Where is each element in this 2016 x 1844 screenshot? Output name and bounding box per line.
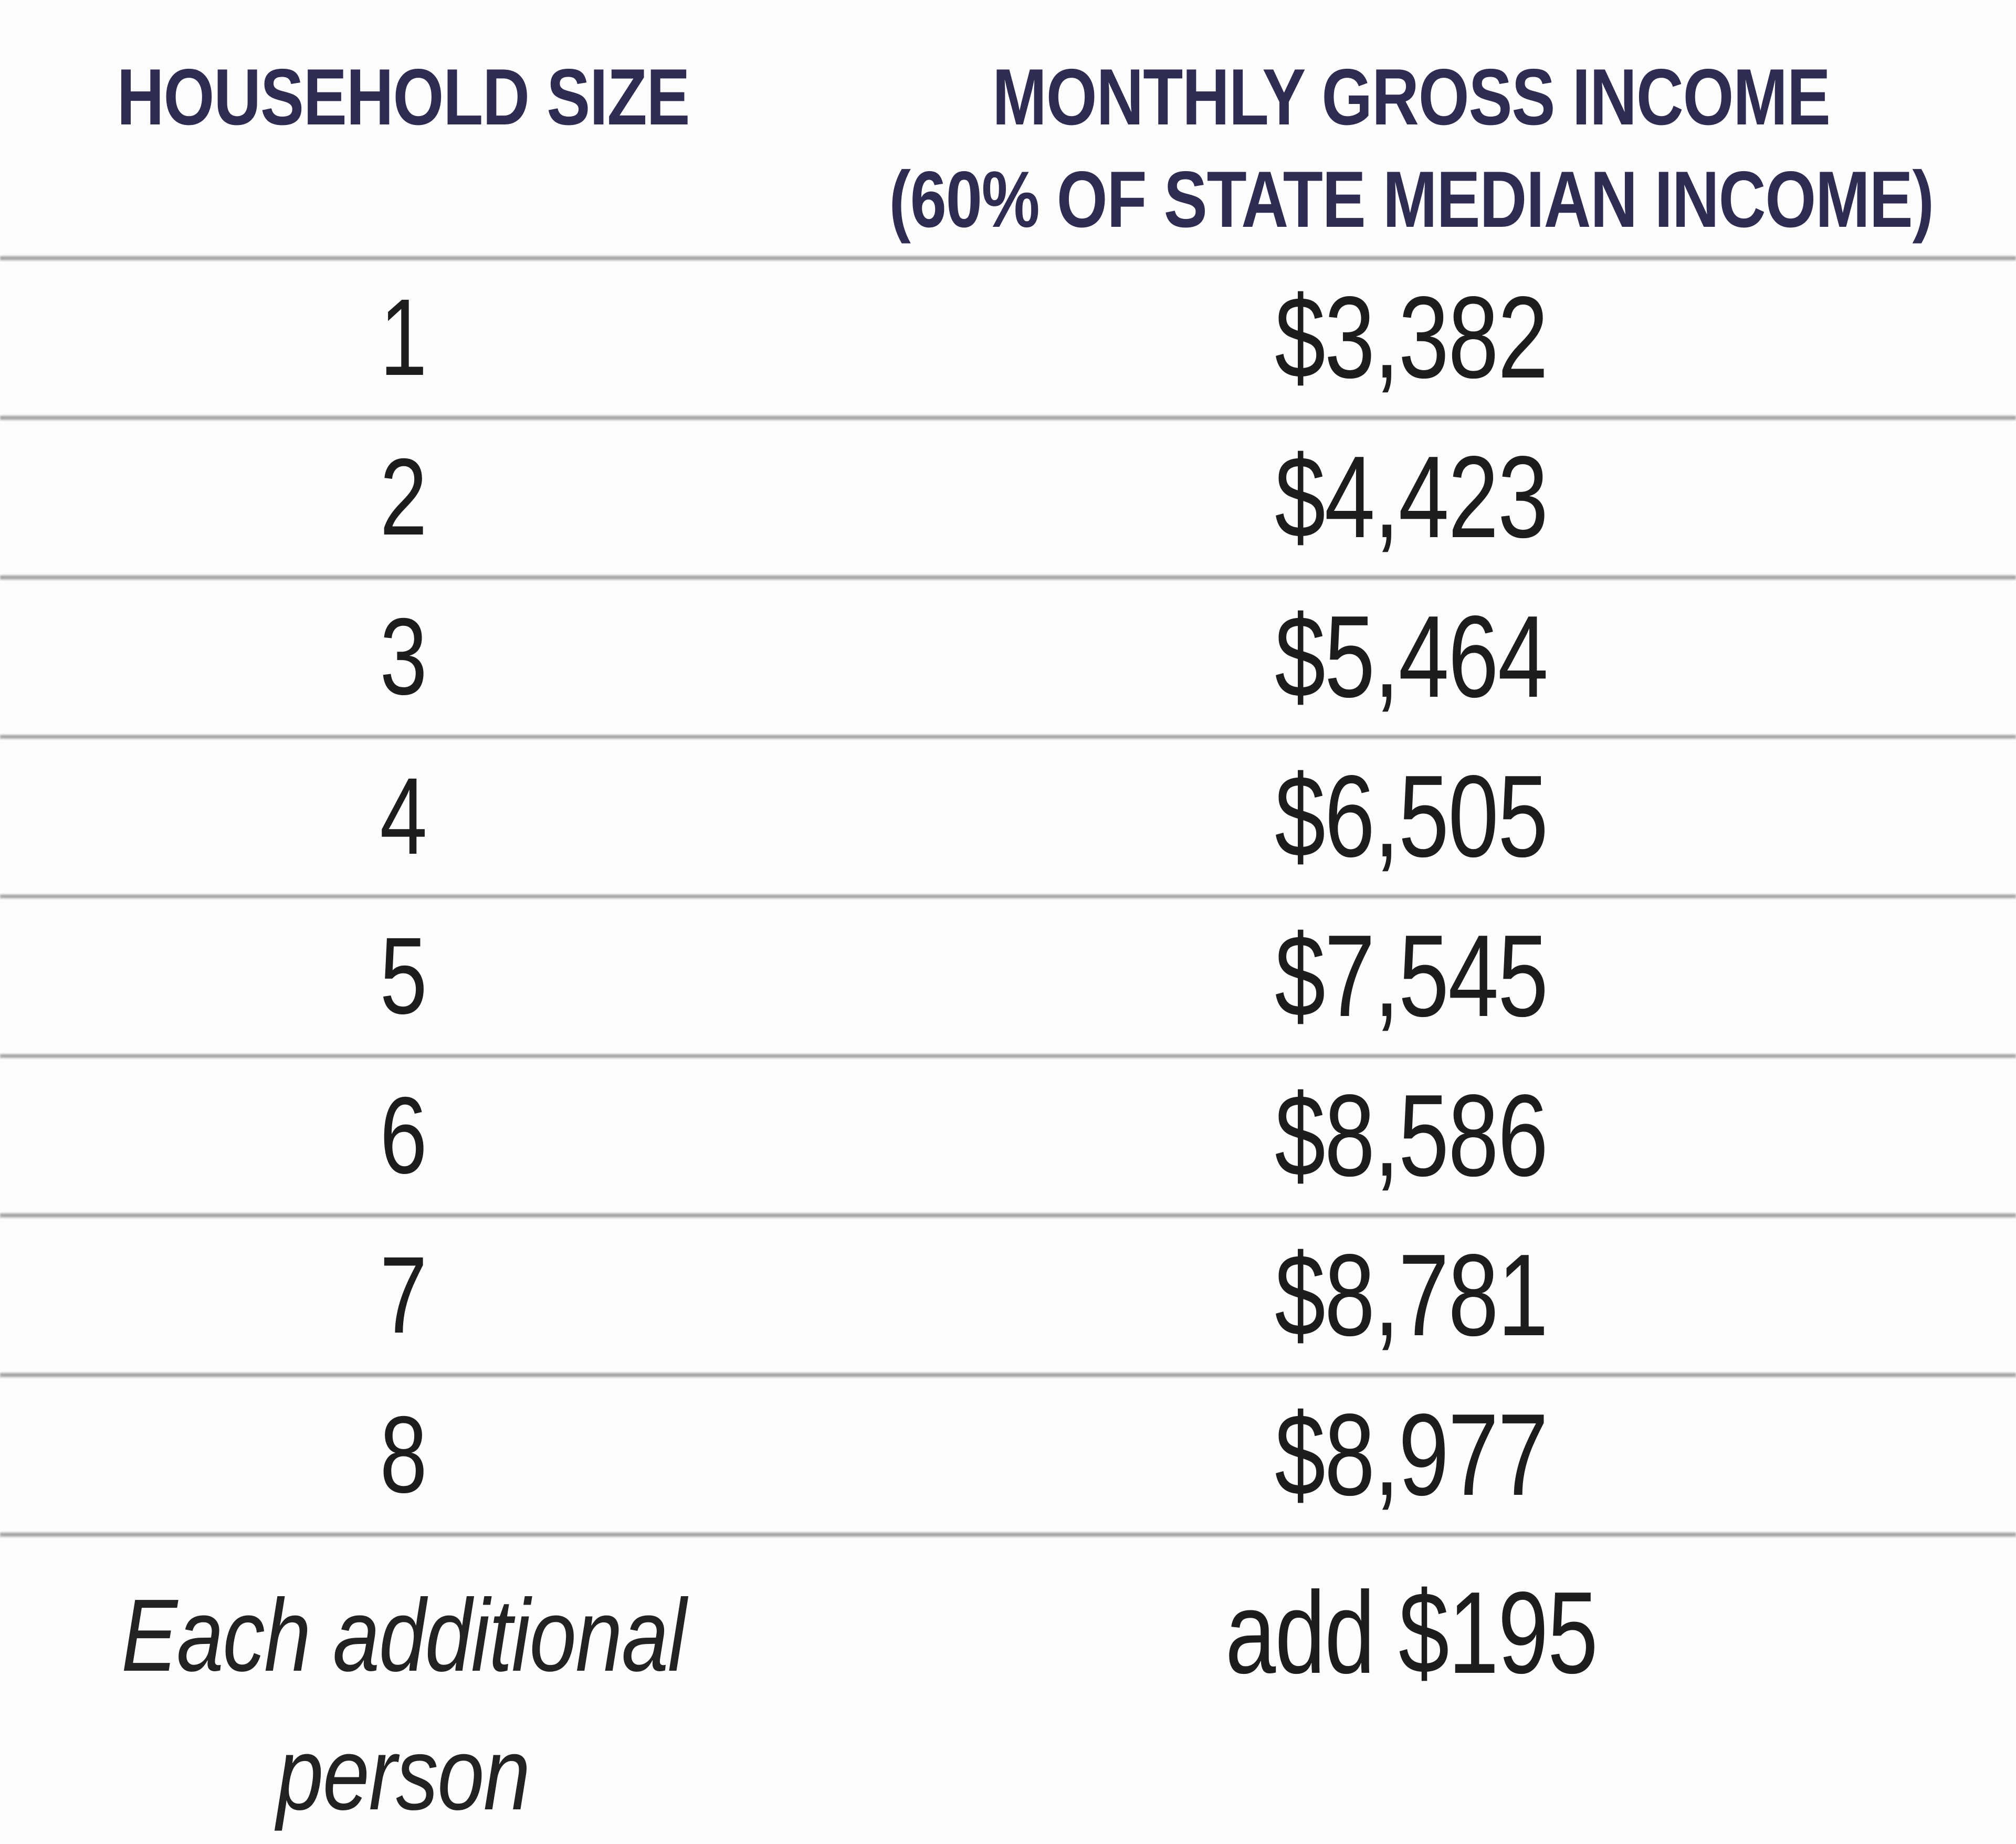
table-row: 3 $5,464	[0, 580, 2016, 735]
income-value: $3,382	[1275, 273, 1548, 403]
row-divider	[0, 574, 2016, 580]
household-size-cell: 5	[0, 899, 806, 1053]
household-size-cell: 1	[0, 261, 806, 415]
income-value: $5,464	[1275, 592, 1548, 722]
row-divider	[0, 256, 2016, 261]
income-value: $4,423	[1275, 432, 1548, 563]
income-value: $6,505	[1275, 751, 1548, 882]
household-size-value: 7	[380, 1234, 427, 1356]
income-value: $8,586	[1275, 1070, 1548, 1201]
row-divider	[0, 1213, 2016, 1219]
household-size-cell: 2	[0, 421, 806, 575]
row-divider	[0, 1053, 2016, 1059]
income-cell: $8,781	[806, 1218, 2016, 1372]
table-row: 2 $4,423	[0, 421, 2016, 575]
additional-income-cell: add $195	[806, 1537, 2016, 1844]
income-cell: $4,423	[806, 421, 2016, 575]
household-size-value: 6	[380, 1074, 427, 1197]
additional-income-value: add $195	[1225, 1567, 1598, 1698]
table-row: 6 $8,586	[0, 1059, 2016, 1213]
income-cell: $3,382	[806, 261, 2016, 415]
table-row: 5 $7,545	[0, 899, 2016, 1053]
income-cell: $8,977	[806, 1378, 2016, 1532]
row-divider	[0, 894, 2016, 899]
table-row: 7 $8,781	[0, 1218, 2016, 1372]
row-divider	[0, 1372, 2016, 1378]
header-income-label-line2: (60% OF STATE MEDIAN INCOME)	[889, 154, 1934, 244]
income-value: $8,781	[1275, 1230, 1548, 1360]
row-divider	[0, 415, 2016, 421]
table-header-row: HOUSEHOLD SIZE MONTHLY GROSS INCOME (60%…	[0, 0, 2016, 256]
table-row: 4 $6,505	[0, 739, 2016, 894]
table-row: 8 $8,977	[0, 1378, 2016, 1532]
each-additional-person-cell: Each additional person	[0, 1537, 806, 1844]
household-size-cell: 8	[0, 1378, 806, 1532]
header-income-label-line1: MONTHLY GROSS INCOME	[992, 53, 1831, 142]
table-footer-row: Each additional person add $195	[0, 1537, 2016, 1844]
header-household-size-label: HOUSEHOLD SIZE	[117, 53, 690, 142]
table-row: 1 $3,382	[0, 261, 2016, 415]
income-cell: $6,505	[806, 739, 2016, 894]
household-size-cell: 7	[0, 1218, 806, 1372]
each-additional-label-line1: Each additional	[121, 1577, 687, 1693]
household-size-value: 2	[380, 436, 427, 559]
income-cell: $7,545	[806, 899, 2016, 1053]
household-size-value: 8	[380, 1394, 427, 1516]
household-size-value: 3	[380, 596, 427, 718]
income-value: $7,545	[1275, 910, 1548, 1041]
household-size-value: 4	[380, 756, 427, 878]
household-size-cell: 3	[0, 580, 806, 735]
row-divider	[0, 734, 2016, 740]
household-size-cell: 6	[0, 1059, 806, 1213]
header-cell-monthly-income: MONTHLY GROSS INCOME (60% OF STATE MEDIA…	[806, 0, 2016, 256]
income-cell: $8,586	[806, 1059, 2016, 1213]
header-cell-household-size: HOUSEHOLD SIZE	[0, 0, 806, 256]
income-value: $8,977	[1275, 1389, 1548, 1520]
household-size-value: 5	[380, 915, 427, 1037]
household-size-cell: 4	[0, 739, 806, 894]
each-additional-label-line2: person	[277, 1716, 530, 1832]
row-divider	[0, 1532, 2016, 1537]
income-cell: $5,464	[806, 580, 2016, 735]
household-size-value: 1	[380, 277, 427, 399]
